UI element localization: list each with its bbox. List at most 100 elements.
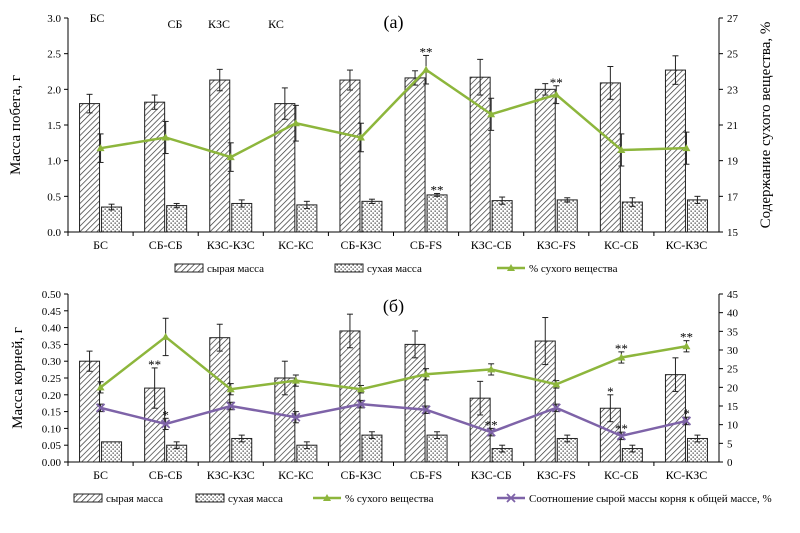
legend-label: сухая масса <box>367 263 422 275</box>
marker-cross <box>681 416 692 426</box>
y-tick-label: 2.0 <box>47 84 61 96</box>
line-root-ratio <box>100 402 687 438</box>
marker-cross <box>226 401 236 411</box>
marker-triangle <box>96 144 105 152</box>
significance-mark: ** <box>680 330 693 345</box>
bar-fresh-mass <box>144 101 166 233</box>
bar-fresh-mass <box>209 337 231 463</box>
y-tick-label: 0.30 <box>42 356 62 368</box>
x-tick-label: КЗС-КЗС <box>207 468 255 482</box>
bar-fresh-mass <box>339 79 361 233</box>
bar-dry-mass <box>231 202 253 233</box>
x-tick-label: СБ-FS <box>410 238 442 252</box>
x-tick-label: КЗС-FS <box>537 468 576 482</box>
x-tick-label: КЗС-FS <box>537 238 576 252</box>
bar-fresh-mass <box>404 77 426 233</box>
bar-dry-mass <box>361 200 383 233</box>
y2-tick-label: 5 <box>727 438 733 450</box>
x-tick-label: КС-СБ <box>604 238 639 252</box>
y-tick-label: 0.15 <box>42 407 62 419</box>
marker-cross <box>486 427 496 437</box>
marker-cross <box>161 419 171 429</box>
legend-swatch-fresh <box>73 493 103 503</box>
marker-triangle <box>96 383 105 391</box>
y-tick-label: 0.50 <box>42 289 62 301</box>
y2-tick-label: 30 <box>727 345 739 357</box>
marker-cross <box>356 399 366 409</box>
marker-cross <box>551 403 561 413</box>
y-tick-label: 0.10 <box>42 423 62 435</box>
y-axis-title: Масса побега, г <box>8 75 24 175</box>
legend-label: сухая масса <box>228 493 283 505</box>
legend-swatch-dry <box>195 493 225 503</box>
panel-label: (а) <box>384 12 404 33</box>
legend-label: сырая масса <box>207 263 264 275</box>
y-tick-label: 3.0 <box>47 13 61 25</box>
x-tick-label: СБ-СБ <box>149 468 183 482</box>
line-dry-matter <box>99 335 687 391</box>
bar-fresh-mass <box>79 103 101 233</box>
marker-triangle <box>617 353 626 361</box>
top-label: БС <box>90 11 105 25</box>
legend-marker-cross <box>506 493 516 503</box>
bar-dry-mass <box>166 205 188 233</box>
legend-marker-triangle <box>323 494 331 501</box>
y-tick-label: 0.20 <box>42 390 62 402</box>
legend-label: % сухого вещества <box>345 493 434 505</box>
marker-triangle <box>422 65 431 73</box>
legend-marker-triangle <box>507 264 515 271</box>
legend-swatch-fresh <box>174 263 204 273</box>
marker-triangle <box>422 370 431 378</box>
significance-mark: * <box>607 384 614 399</box>
significance-mark: ** <box>420 44 433 59</box>
significance-mark: ** <box>431 182 444 197</box>
y2-tick-label: 40 <box>727 308 739 320</box>
marker-triangle <box>226 153 235 161</box>
y-tick-label: 0.45 <box>42 306 62 318</box>
line-dry-matter <box>100 68 687 159</box>
y-axis-title: Масса корней, г <box>10 327 26 429</box>
legend-label: Соотношение сырой массы корня к общей ма… <box>529 493 772 505</box>
y2-tick-label: 20 <box>727 382 739 394</box>
x-tick-label: КЗС-КЗС <box>207 238 255 252</box>
marker-triangle <box>291 376 300 384</box>
x-tick-label: КЗС-СБ <box>471 468 512 482</box>
bar-dry-mass <box>101 441 123 463</box>
y-tick-label: 1.0 <box>47 156 61 168</box>
top-label: КЗС <box>208 17 230 31</box>
bar-fresh-mass <box>469 76 491 233</box>
bar-dry-mass <box>686 199 708 233</box>
bar-dry-mass <box>491 200 513 233</box>
y-tick-label: 0.35 <box>42 339 62 351</box>
y2-tick-label: 0 <box>727 457 733 469</box>
bar-fresh-mass <box>534 88 556 233</box>
x-tick-label: КС-КЗС <box>666 468 708 482</box>
y2-tick-label: 10 <box>727 420 739 432</box>
x-tick-label: БС <box>93 238 108 252</box>
significance-mark: * <box>162 407 169 422</box>
x-tick-label: СБ-КЗС <box>340 238 381 252</box>
y-tick-label: 0.5 <box>47 191 61 203</box>
significance-mark: ** <box>615 421 628 436</box>
legend-label: % сухого вещества <box>529 263 618 275</box>
significance-mark: * <box>683 406 690 421</box>
marker-triangle <box>682 144 691 152</box>
y2-tick-label: 19 <box>727 156 739 168</box>
y-tick-label: 0.25 <box>42 373 62 385</box>
y2-tick-label: 27 <box>727 13 739 25</box>
legend-label: сырая масса <box>106 493 163 505</box>
x-tick-label: СБ-СБ <box>149 238 183 252</box>
x-tick-label: КС-СБ <box>604 468 639 482</box>
marker-cross <box>95 403 106 413</box>
x-tick-label: БС <box>93 468 108 482</box>
y-tick-label: 0.40 <box>42 323 62 335</box>
marker-triangle <box>161 133 170 141</box>
marker-triangle <box>487 365 496 373</box>
bar-fresh-mass <box>274 103 296 233</box>
bar-fresh-mass <box>599 82 621 233</box>
y2-tick-label: 15 <box>727 227 739 239</box>
marker-triangle <box>552 90 561 98</box>
chart-layer: 0.0 0.5 1.0 1.5 2.0 2.5 3.0 15 17 19 21 23 25 27 БС СБ-… <box>8 11 774 505</box>
significance-mark: ** <box>550 75 563 90</box>
